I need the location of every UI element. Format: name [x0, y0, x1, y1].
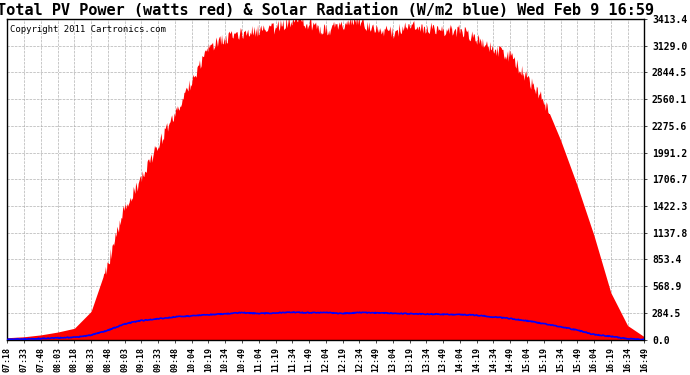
Text: Copyright 2011 Cartronics.com: Copyright 2011 Cartronics.com [10, 26, 166, 34]
Title: Total PV Power (watts red) & Solar Radiation (W/m2 blue) Wed Feb 9 16:59: Total PV Power (watts red) & Solar Radia… [0, 3, 654, 18]
